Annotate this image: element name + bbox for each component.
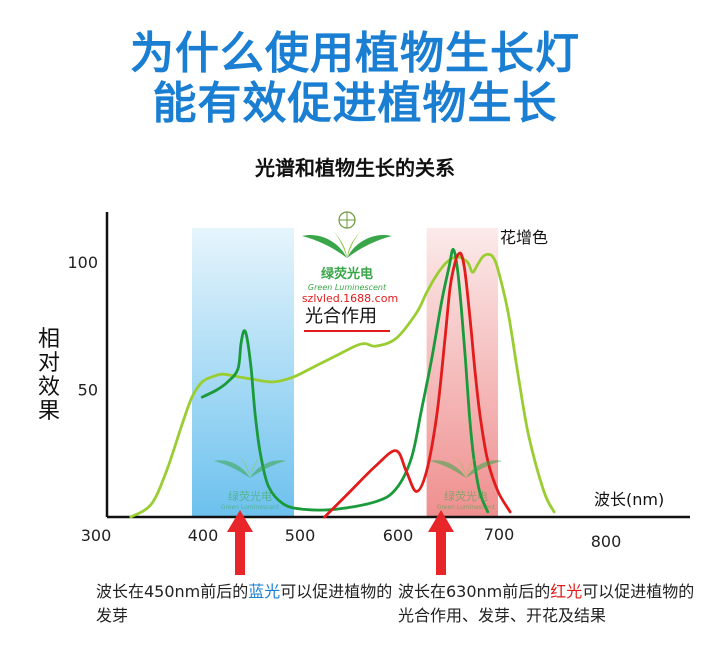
band-watermark-red-sub: Green Luminescent [437, 504, 496, 511]
x-tick-label: 400 [188, 526, 219, 545]
band-watermark-blue: 绿荧光电 Green Luminescent [214, 456, 286, 511]
y-axis-label: 相对效果 [38, 327, 60, 424]
caption-red-highlight: 红光 [550, 582, 583, 601]
arrow-630 [428, 510, 454, 575]
logo-name: 绿荧光电 [321, 266, 373, 282]
x-axis-label: 波长(nm) [594, 490, 664, 509]
caption-blue-highlight: 蓝光 [248, 582, 281, 601]
y-axis-label-char: 相 [38, 327, 60, 352]
caption-blue-light: 波长在450nm前后的蓝光可以促进植物的发芽 [96, 580, 396, 628]
caption-red-light: 波长在630nm前后的红光可以促进植物的光合作用、发芽、开花及结果 [398, 580, 708, 628]
logo-sub: Green Luminescent [308, 283, 387, 292]
x-tick-label: 300 [81, 526, 112, 545]
x-tick-label: 700 [484, 525, 515, 544]
logo-url: szlvled.1688.com [302, 292, 398, 305]
arrow-450 [227, 510, 253, 575]
y-axis-label-char: 效 [38, 375, 60, 400]
chart-title: 光谱和植物生长的关系 [255, 156, 455, 180]
spectrum-band-red [426, 228, 498, 517]
flower-color-label: 花增色 [500, 228, 548, 247]
headline-line-2: 能有效促进植物生长 [152, 78, 558, 129]
y-tick-label: 100 [67, 253, 98, 272]
band-watermark-red-name: 绿荧光电 [444, 489, 488, 503]
brand-logo: 绿荧光电 Green Luminescent szlvled.1688.com [302, 211, 398, 305]
spectrum-band-blue [192, 228, 294, 517]
y-axis-label-char: 对 [38, 351, 60, 376]
caption-red-pre: 波长在630nm前后的 [398, 582, 551, 601]
y-tick-label: 50 [78, 381, 98, 400]
x-tick-label: 500 [285, 526, 316, 545]
x-tick-label: 600 [383, 526, 414, 545]
caption-blue-pre: 波长在450nm前后的 [96, 582, 249, 601]
x-tick-label: 800 [591, 532, 622, 551]
caption-blue-post: 可以促进植物的发芽 [96, 582, 393, 625]
series-line-2 [323, 251, 512, 519]
band-watermark-red: 绿荧光电 Green Luminescent [430, 456, 502, 511]
photosynthesis-label: 光合作用 [305, 306, 377, 327]
y-axis-label-char: 果 [38, 399, 60, 424]
band-watermark-blue-sub: Green Luminescent [221, 504, 280, 511]
caption-red-post: 可以促进植物的光合作用、发芽、开花及结果 [398, 582, 695, 625]
series-line-0 [129, 253, 556, 519]
band-watermark-blue-name: 绿荧光电 [228, 489, 272, 503]
series-line-1 [200, 247, 490, 514]
headline-line-1: 为什么使用植物生长灯 [130, 28, 580, 79]
